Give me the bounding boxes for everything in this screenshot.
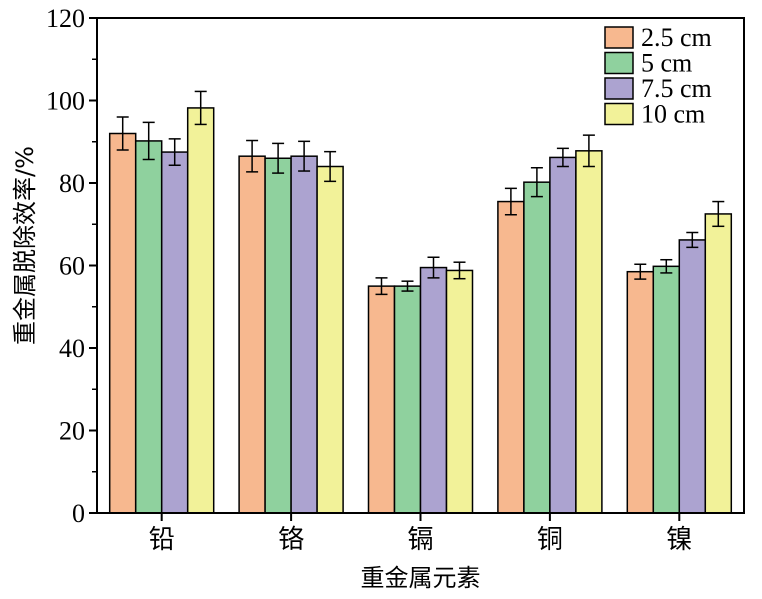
bar (497, 200, 525, 514)
bar (549, 156, 577, 514)
legend-label: 2.5 cm (641, 23, 712, 52)
legend-label: 10 cm (641, 100, 705, 129)
bar (445, 269, 474, 514)
bar (652, 265, 681, 514)
bar (678, 239, 707, 514)
bar (238, 155, 266, 514)
bar (108, 132, 137, 514)
legend-swatch (604, 102, 634, 126)
x-tick-label: 铬 (278, 525, 304, 555)
x-axis-label: 重金属元素 (361, 564, 481, 592)
legend-swatch (604, 51, 634, 75)
bar (626, 270, 655, 514)
y-tick-label: 120 (46, 4, 85, 33)
bar (367, 285, 396, 514)
bar (393, 285, 422, 514)
x-tick-label: 铜 (537, 525, 563, 555)
bar (575, 150, 603, 514)
bar (290, 155, 318, 514)
bar (523, 181, 551, 514)
legend-label: 7.5 cm (641, 74, 712, 103)
x-axis-ticks: 铅铬镉铜镍 (149, 513, 692, 555)
bars (108, 107, 733, 514)
bar (160, 151, 189, 514)
bar (134, 140, 163, 514)
legend-swatch (604, 77, 634, 100)
x-tick-label: 镉 (407, 525, 433, 555)
y-axis-ticks: 0 20 40 60 80 100 120 (46, 4, 97, 528)
legend-swatch (604, 26, 634, 49)
bar (264, 157, 292, 514)
y-tick-label: 60 (59, 252, 85, 281)
y-tick-label: 80 (59, 169, 85, 198)
x-tick-label: 镍 (666, 525, 692, 555)
bar (316, 165, 344, 514)
plot-frame (96, 17, 745, 514)
error-bars (116, 90, 725, 296)
bar (419, 266, 448, 514)
bar (704, 213, 733, 514)
y-tick-label: 0 (72, 499, 85, 528)
y-tick-label: 100 (46, 87, 85, 116)
x-tick-label: 铅 (149, 525, 175, 555)
legend-label: 5 cm (641, 49, 692, 78)
bar (186, 107, 215, 514)
y-tick-label: 40 (59, 334, 85, 363)
y-tick-label: 20 (59, 417, 85, 446)
y-axis-label: 重金属脱除效率/% (11, 146, 39, 345)
